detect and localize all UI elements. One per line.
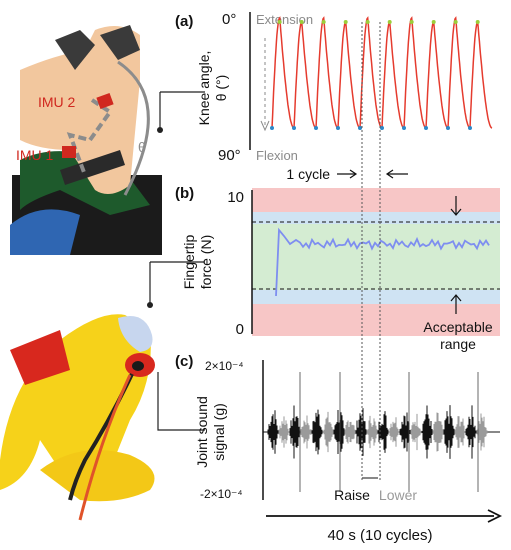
trough-marker	[270, 126, 274, 130]
acceptable-range-label: Acceptable range	[423, 319, 492, 352]
trough-marker	[468, 126, 472, 130]
peak-marker	[321, 20, 326, 24]
trough-marker	[446, 126, 450, 130]
range-arrowhead-up	[450, 294, 462, 302]
panel-a-tag: (a)	[175, 13, 193, 30]
connector-b-dot	[147, 302, 153, 308]
panel-b-tag: (b)	[175, 185, 194, 202]
trough-marker	[402, 126, 406, 130]
imu-2-sensor	[96, 92, 114, 110]
trough-marker	[424, 126, 428, 130]
peak-marker	[431, 20, 436, 24]
angle-markers	[270, 20, 480, 130]
lower-label: Lower	[379, 487, 417, 503]
knee-angle-curve	[271, 16, 493, 130]
panel-c-joint-sound: (c) 2×10⁻⁴ -2×10⁻⁴ Joint soundsignal (g)…	[175, 353, 500, 503]
upper-strap-2	[100, 25, 140, 60]
sensor-connector	[132, 361, 144, 371]
raise-label: Raise	[334, 487, 370, 503]
guide-arrowhead	[260, 120, 270, 132]
lower-strap	[60, 150, 125, 185]
peak-marker	[343, 20, 348, 24]
sound-tick-top: 2×10⁻⁴	[205, 359, 244, 373]
panel-b-ylabel: Fingertipforce (N)	[181, 235, 214, 290]
panel-b-fingertip-force: (b) 10 0 Fingertipforce (N) Acceptable ra…	[175, 185, 500, 352]
peak-marker	[299, 20, 304, 24]
peak-marker	[365, 20, 370, 24]
panel-a-top-tick: 0°	[222, 11, 236, 28]
theta-symbol: θ	[138, 139, 146, 155]
trough-marker	[380, 126, 384, 130]
finger-sensor-illustration	[0, 261, 205, 521]
time-axis: 40 s (10 cycles)	[266, 509, 503, 544]
connector-a-dot	[157, 127, 163, 133]
sound-bursts	[267, 372, 488, 492]
cycle-label: 1 cycle	[286, 166, 330, 182]
imu-2-label: IMU 2	[38, 94, 76, 110]
goniometer-link	[117, 60, 150, 196]
range-arrowhead-down	[450, 208, 462, 216]
signal-cable	[78, 374, 132, 521]
sound-tick-bottom: -2×10⁻⁴	[200, 487, 243, 501]
trough-marker	[336, 126, 340, 130]
cycle-arrowhead-right	[385, 169, 394, 179]
time-arrowhead	[487, 509, 503, 523]
glove-finger	[0, 314, 151, 490]
green-band	[252, 224, 500, 290]
imu-1-label: IMU 1	[16, 147, 54, 163]
trough-marker	[358, 126, 362, 130]
imu-1-sensor	[62, 146, 76, 158]
peak-marker	[387, 20, 392, 24]
extension-label: Extension	[256, 12, 313, 27]
panel-c-ylabel: Joint soundsignal (g)	[194, 396, 227, 468]
red-band	[10, 330, 70, 385]
leg-skin	[20, 26, 140, 194]
peak-marker	[277, 20, 282, 24]
trough-marker	[314, 126, 318, 130]
peak-marker	[453, 20, 458, 24]
panel-c-tag: (c)	[175, 353, 193, 370]
cycle-arrowhead-left	[349, 169, 358, 179]
panel-a-knee-angle: (a) 0° 90° Extension Flexion Knee angle,…	[175, 11, 493, 182]
peak-marker	[409, 20, 414, 24]
time-axis-label: 40 s (10 cycles)	[327, 527, 432, 544]
force-trace	[275, 227, 490, 297]
upper-strap	[55, 30, 95, 70]
tip-pad	[118, 316, 153, 352]
force-tick-10: 10	[227, 189, 244, 206]
blue-sleeve	[10, 209, 80, 255]
connector-c	[157, 372, 205, 431]
glove-lower	[40, 450, 155, 502]
peak-marker	[475, 20, 480, 24]
trough-marker	[292, 126, 296, 130]
flexion-label: Flexion	[256, 148, 298, 163]
panel-a-ylabel: Knee angle,θ (°)	[196, 51, 229, 126]
knee-imu-illustration: IMU 2 IMU 1 θ	[10, 25, 205, 255]
panel-a-bottom-tick: 90°	[218, 147, 241, 164]
force-tick-0: 0	[236, 321, 244, 338]
